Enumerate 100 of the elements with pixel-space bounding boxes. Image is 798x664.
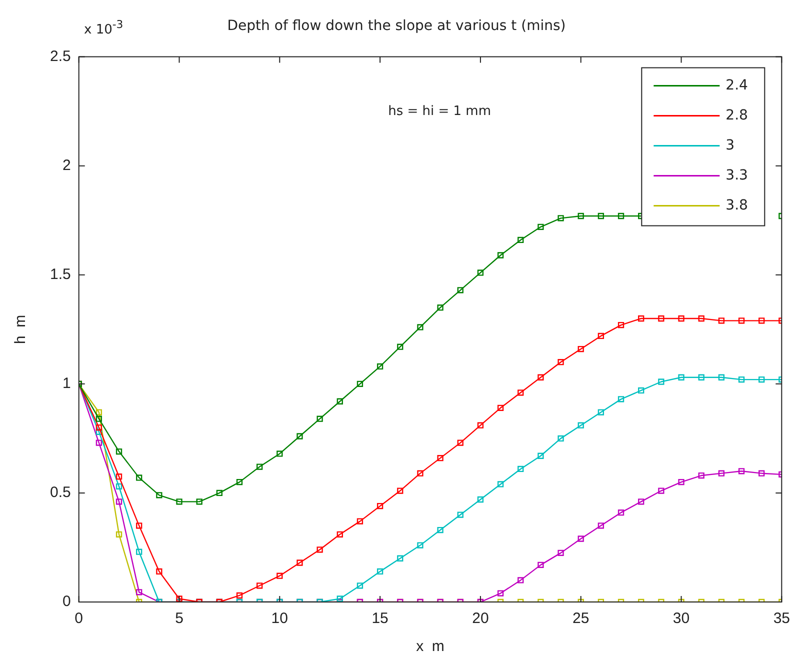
- point: [638, 315, 644, 322]
- point: [578, 422, 584, 428]
- point: [598, 212, 604, 220]
- point: [477, 422, 484, 428]
- point: [136, 522, 142, 529]
- x-tick-label: 30: [672, 610, 690, 628]
- point: [356, 582, 364, 589]
- point: [236, 592, 243, 599]
- point: [397, 344, 404, 350]
- point: [497, 252, 504, 258]
- y-axis-title: h m: [12, 314, 30, 344]
- point: [437, 454, 444, 462]
- point: [558, 435, 564, 442]
- point: [457, 440, 464, 446]
- point: [518, 236, 524, 244]
- point: [256, 464, 263, 470]
- point: [96, 440, 102, 446]
- point: [216, 490, 222, 496]
- point: [336, 398, 343, 404]
- point: [758, 376, 765, 383]
- point: [116, 498, 122, 505]
- point: [457, 287, 464, 294]
- point: [156, 568, 162, 575]
- point: [196, 498, 202, 505]
- point: [658, 315, 664, 322]
- point: [136, 474, 142, 481]
- point: [397, 555, 404, 562]
- point: [518, 466, 524, 472]
- point: [376, 502, 384, 510]
- point: [538, 562, 544, 568]
- point: [296, 433, 303, 440]
- point: [316, 546, 323, 553]
- point: [638, 498, 644, 505]
- point: [497, 404, 504, 411]
- point: [758, 470, 765, 476]
- point: [497, 481, 504, 488]
- point: [538, 452, 544, 459]
- x-tick-label: 0: [74, 610, 84, 628]
- point: [598, 409, 604, 416]
- point: [96, 416, 102, 422]
- point: [758, 318, 765, 324]
- point: [236, 478, 243, 486]
- point: [598, 332, 604, 340]
- point: [437, 304, 444, 311]
- point: [638, 387, 644, 394]
- point: [618, 510, 624, 516]
- point: [96, 424, 102, 431]
- text: x 10$^{-3}$: [84, 18, 124, 38]
- point: [718, 318, 724, 324]
- point: [477, 270, 484, 276]
- point: [497, 590, 504, 596]
- x-tick-label: 15: [372, 610, 388, 628]
- point: [336, 596, 343, 602]
- point: [156, 492, 162, 498]
- chart-title: Depth of flow down the slope at various t (mins): [227, 18, 566, 34]
- point: [336, 531, 343, 538]
- point: [116, 531, 122, 538]
- point: [678, 315, 684, 322]
- point: [558, 550, 564, 556]
- point: [276, 450, 283, 457]
- x-axis-title: x m: [416, 638, 444, 656]
- point: [417, 470, 424, 476]
- point: [518, 390, 524, 396]
- point: [417, 324, 424, 330]
- point: [296, 560, 303, 566]
- x-tick-label: 35: [773, 610, 790, 628]
- point: [558, 359, 564, 366]
- point: [136, 548, 142, 555]
- point: [718, 470, 724, 476]
- point: [376, 363, 384, 370]
- point: [698, 472, 704, 479]
- point: [678, 374, 684, 380]
- point: [518, 577, 524, 584]
- point: [96, 409, 102, 416]
- point: [698, 315, 704, 322]
- legend-label: 3.3: [726, 167, 748, 184]
- point: [116, 448, 122, 455]
- point: [376, 568, 384, 575]
- x-tick-label: 5: [175, 610, 184, 628]
- point: [176, 596, 182, 602]
- point: [578, 346, 584, 352]
- point: [598, 522, 604, 529]
- y-tick-label: 2.5: [50, 48, 71, 65]
- legend-label: 2.4: [726, 77, 748, 94]
- y-tick-label: 2: [62, 156, 71, 174]
- point: [678, 478, 684, 486]
- point: [658, 488, 664, 494]
- y-tick-label: 0.5: [50, 484, 71, 502]
- x-tick-label: 20: [472, 610, 489, 628]
- y-tick-label: 1: [62, 375, 71, 392]
- point: [276, 572, 283, 579]
- legend-label: 3.8: [726, 197, 748, 214]
- point: [477, 496, 484, 503]
- point: [176, 498, 182, 505]
- point: [538, 224, 544, 230]
- point: [558, 215, 564, 222]
- point: [316, 416, 323, 422]
- point: [397, 488, 404, 494]
- point: [658, 378, 664, 385]
- point: [738, 468, 745, 474]
